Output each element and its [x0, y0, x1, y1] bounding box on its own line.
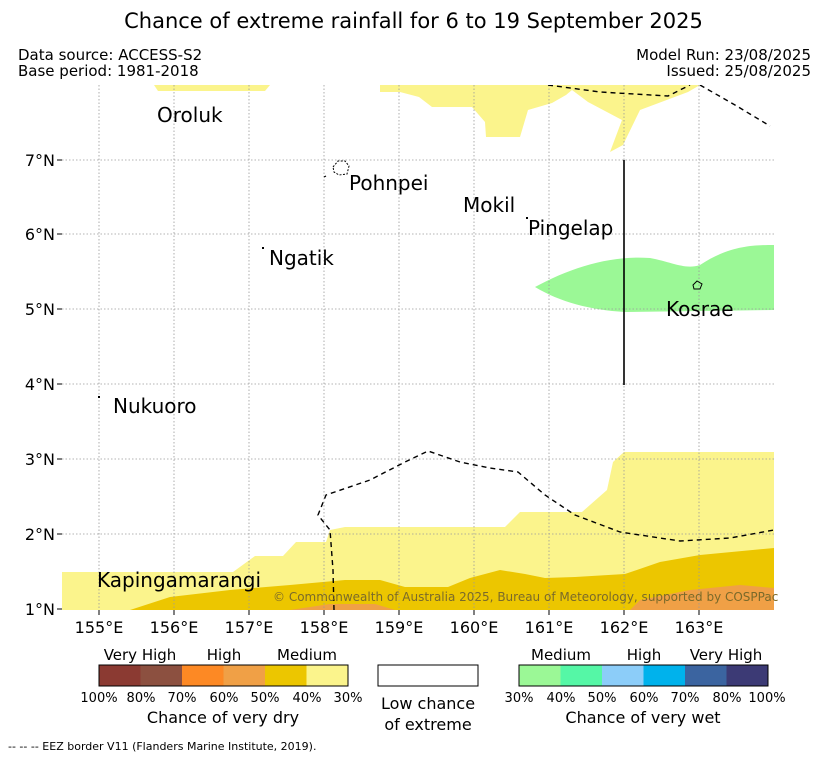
dry-swatch — [306, 665, 348, 686]
gridlines — [62, 85, 774, 610]
map-title: Chance of extreme rainfall for 6 to 19 S… — [124, 9, 703, 33]
dry-region-south-light — [62, 452, 774, 610]
pohnpei-dot — [323, 175, 327, 178]
dry-category: High — [207, 646, 241, 664]
place-label: Pingelap — [528, 216, 613, 240]
wet-category: Medium — [531, 646, 591, 664]
lat-label: 3°N — [25, 450, 55, 469]
dry-tick: 30% — [334, 691, 363, 706]
dry-bar-frame — [98, 664, 349, 687]
lat-label: 1°N — [25, 600, 55, 619]
dry-swatch — [140, 665, 182, 686]
axis-ticks — [57, 159, 700, 615]
lon-label: 158°E — [300, 618, 349, 637]
mokil-atoll — [526, 217, 528, 219]
place-label: Mokil — [463, 193, 515, 217]
legend-low: Low chance of extreme — [377, 664, 479, 734]
base-period: Base period: 1981-2018 — [18, 62, 199, 80]
lon-label: 155°E — [75, 618, 124, 637]
lon-label: 160°E — [450, 618, 499, 637]
wet-region-kosrae — [535, 245, 774, 312]
lat-label: 6°N — [25, 225, 55, 244]
lon-label: 159°E — [375, 618, 424, 637]
legend-wet: Medium High Very High 30% 40% 50% 60% 70… — [505, 646, 786, 727]
issued-date: Issued: 25/08/2025 — [666, 62, 811, 80]
wet-legend-label: Chance of very wet — [565, 708, 720, 727]
dry-tick: 100% — [80, 691, 117, 706]
wet-swatch — [519, 665, 561, 686]
lon-label: 163°E — [675, 618, 724, 637]
lon-label: 157°E — [225, 618, 274, 637]
wet-category: Very High — [690, 646, 763, 664]
place-labels: Oroluk Pohnpei Mokil Pingelap Ngatik Kos… — [97, 103, 734, 592]
dry-tick: 70% — [168, 691, 197, 706]
dry-category: Very High — [104, 646, 177, 664]
lat-label: 5°N — [25, 300, 55, 319]
wet-swatch — [643, 665, 685, 686]
place-label: Ngatik — [269, 246, 334, 270]
dry-tick: 60% — [210, 691, 239, 706]
pohnpei-island — [332, 160, 350, 176]
lon-label: 156°E — [150, 618, 199, 637]
dry-tick: 40% — [293, 691, 322, 706]
wet-swatch — [726, 665, 768, 686]
lat-labels: 7°N 6°N 5°N 4°N 3°N 2°N 1°N — [25, 151, 55, 619]
lon-label: 161°E — [525, 618, 574, 637]
nukuoro-atoll — [98, 396, 100, 398]
dry-region-south-medium — [130, 548, 774, 610]
model-run: Model Run: 23/08/2025 — [636, 46, 811, 64]
place-label: Nukuoro — [113, 394, 197, 418]
dry-swatch — [182, 665, 224, 686]
dry-region-south-high — [290, 585, 774, 610]
wet-bar-frame — [518, 664, 769, 687]
kosrae-island — [692, 280, 703, 290]
wet-swatch — [685, 665, 727, 686]
dry-tick: 50% — [251, 691, 280, 706]
low-swatch — [377, 664, 479, 687]
wet-tick: 50% — [588, 691, 617, 706]
wet-tick: 80% — [713, 691, 742, 706]
meta-right: Model Run: 23/08/2025 Issued: 25/08/2025 — [636, 47, 811, 79]
wet-swatch — [602, 665, 644, 686]
dry-swatch — [265, 665, 307, 686]
dry-swatch — [223, 665, 265, 686]
dry-region-north-east — [380, 85, 700, 152]
copyright-notice: © Commonwealth of Australia 2025, Bureau… — [273, 590, 778, 604]
low-label-line1: Low chance — [381, 694, 475, 713]
lat-label: 7°N — [25, 151, 55, 170]
wet-tick: 40% — [547, 691, 576, 706]
meta-left: Data source: ACCESS-S2 Base period: 1981… — [18, 47, 202, 79]
wet-tick: 100% — [748, 691, 785, 706]
place-label: Oroluk — [157, 103, 223, 127]
lat-label: 2°N — [25, 525, 55, 544]
place-label: Pohnpei — [349, 171, 429, 195]
dry-region-north-west — [154, 85, 270, 91]
ngatik-atoll — [262, 247, 264, 249]
map-area — [62, 85, 774, 610]
lon-labels: 155°E 156°E 157°E 158°E 159°E 160°E 161°… — [75, 618, 724, 637]
eez-footnote: -- -- -- EEZ border V11 (Flanders Marine… — [8, 740, 317, 753]
wet-swatch — [560, 665, 602, 686]
dry-swatch — [99, 665, 141, 686]
low-label-line2: of extreme — [384, 715, 471, 734]
lat-label: 4°N — [25, 375, 55, 394]
wet-tick: 70% — [671, 691, 700, 706]
wet-tick: 60% — [630, 691, 659, 706]
place-label: Kapingamarangi — [97, 568, 261, 592]
legend-dry: Very High High Medium 100% 80% 70% 60% 5… — [80, 646, 362, 727]
place-label: Kosrae — [666, 297, 734, 321]
dry-legend-label: Chance of very dry — [147, 708, 299, 727]
wet-category: High — [627, 646, 661, 664]
dry-category: Medium — [277, 646, 337, 664]
dry-tick: 80% — [127, 691, 156, 706]
lon-label: 162°E — [600, 618, 649, 637]
eez-borders — [317, 85, 774, 610]
data-source: Data source: ACCESS-S2 — [18, 46, 203, 64]
wet-tick: 30% — [505, 691, 534, 706]
